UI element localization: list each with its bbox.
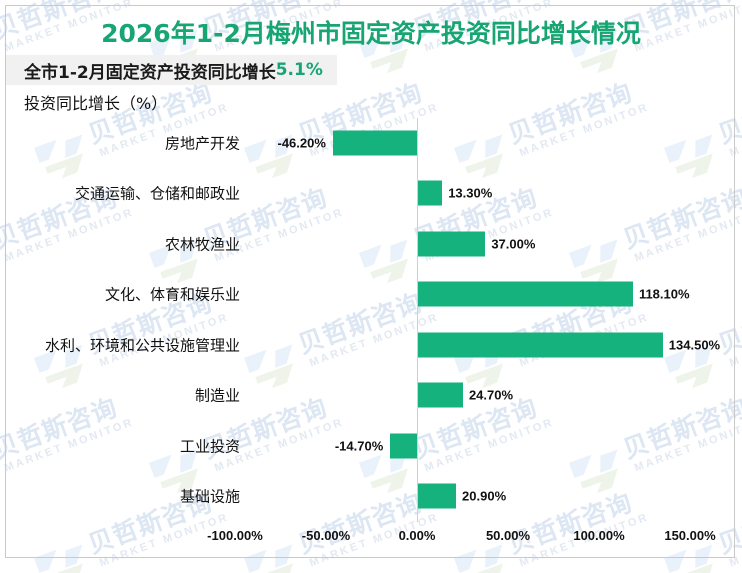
category-label: 文化、体育和娱乐业 xyxy=(104,285,240,304)
category-label: 水利、环境和公共设施管理业 xyxy=(44,336,240,354)
x-axis: -100.00% -50.00% 0.00% 50.00% 100.00% 150.00% xyxy=(0,528,742,552)
bar-row: 工业投资 -14.70% xyxy=(0,423,742,468)
value-label: 20.90% xyxy=(462,488,507,504)
x-tick-label: 50.00% xyxy=(485,528,531,543)
category-label: 工业投资 xyxy=(179,437,240,455)
bar-row: 交通运输、仓储和邮政业 13.30% xyxy=(0,171,742,216)
x-tick-label: -100.00% xyxy=(207,528,263,543)
value-label: 37.00% xyxy=(491,236,536,251)
bar xyxy=(390,433,417,458)
value-label: 134.50% xyxy=(668,337,721,352)
bar xyxy=(418,281,633,307)
bar-row: 房地产开发 -46.20% xyxy=(0,120,742,165)
bar-row: 文化、体育和娱乐业 118.10% xyxy=(0,272,742,317)
category-label: 农林牧渔业 xyxy=(164,235,240,253)
bar-row: 制造业 24.70% xyxy=(0,373,742,418)
x-tick-label: 100.00% xyxy=(573,528,625,543)
bar xyxy=(332,130,417,155)
bar xyxy=(418,382,463,408)
page-title: 2026年1-2月梅州市固定资产投资同比增长情况 xyxy=(101,19,641,48)
x-tick-label: -50.00% xyxy=(301,528,351,543)
value-label: -46.20% xyxy=(277,135,326,150)
bar xyxy=(418,231,486,256)
category-label: 基础设施 xyxy=(179,487,240,506)
bar xyxy=(418,180,443,206)
axis-caption: 投资同比增长（%） xyxy=(24,94,168,113)
zero-axis-line xyxy=(417,118,418,522)
bar-row: 农林牧渔业 37.00% xyxy=(0,221,742,266)
bar xyxy=(418,483,457,509)
plot-area: 房地产开发 -46.20% 交通运输、仓储和邮政业 13.30% 农林牧渔业 37.00%… xyxy=(0,118,742,528)
bar-row: 水利、环境和公共设施管理业 134.50% xyxy=(0,322,742,367)
value-label: 24.70% xyxy=(468,387,514,403)
category-label: 房地产开发 xyxy=(164,134,240,152)
bar-row: 基础设施 20.90% xyxy=(0,474,742,519)
x-tick-label: 0.00% xyxy=(398,528,436,543)
value-label: 118.10% xyxy=(638,286,690,302)
value-label: -14.70% xyxy=(334,438,384,453)
subtitle-text: 全市1-2月固定资产投资同比增长 xyxy=(24,62,276,83)
subtitle-band: 全市1-2月固定资产投资同比增长 5.1% xyxy=(6,55,337,85)
subtitle-highlight-value: 5.1% xyxy=(275,60,323,80)
x-tick-label: 150.00% xyxy=(664,528,716,543)
value-label: 13.30% xyxy=(448,185,493,201)
category-label: 交通运输、仓储和邮政业 xyxy=(74,184,240,203)
category-label: 制造业 xyxy=(194,386,240,405)
bar xyxy=(418,332,663,357)
